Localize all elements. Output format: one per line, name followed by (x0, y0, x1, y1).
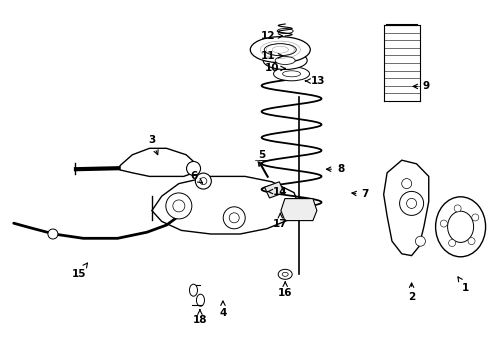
Text: 6: 6 (190, 171, 202, 183)
Circle shape (441, 220, 447, 227)
Polygon shape (384, 160, 429, 256)
Circle shape (187, 162, 200, 175)
Text: 14: 14 (268, 186, 288, 197)
Circle shape (472, 214, 479, 221)
Ellipse shape (278, 269, 292, 279)
Text: 10: 10 (265, 63, 285, 73)
Circle shape (402, 179, 412, 189)
Text: 3: 3 (148, 135, 158, 155)
Text: 15: 15 (72, 263, 88, 279)
Circle shape (48, 229, 58, 239)
Circle shape (229, 213, 239, 223)
Ellipse shape (196, 294, 204, 306)
Text: 12: 12 (261, 31, 283, 41)
Text: 5: 5 (258, 150, 266, 166)
Text: 1: 1 (458, 277, 469, 293)
Polygon shape (120, 148, 196, 176)
Circle shape (223, 207, 245, 229)
Text: 4: 4 (219, 301, 227, 318)
Ellipse shape (263, 51, 307, 69)
Ellipse shape (282, 272, 288, 276)
Circle shape (196, 173, 211, 189)
Circle shape (173, 200, 185, 212)
Circle shape (400, 192, 423, 215)
Text: 9: 9 (413, 81, 430, 91)
Text: 17: 17 (273, 213, 288, 229)
Ellipse shape (447, 211, 474, 242)
Ellipse shape (436, 197, 486, 257)
Circle shape (407, 198, 416, 208)
Text: 16: 16 (278, 282, 293, 298)
Circle shape (454, 205, 461, 212)
Circle shape (200, 177, 207, 185)
Text: 18: 18 (193, 310, 207, 325)
Polygon shape (265, 182, 284, 198)
Ellipse shape (277, 28, 293, 33)
Text: 13: 13 (306, 76, 326, 86)
Ellipse shape (275, 57, 295, 64)
Ellipse shape (273, 67, 310, 81)
Polygon shape (152, 176, 299, 234)
Circle shape (449, 239, 456, 247)
Circle shape (166, 193, 192, 219)
Text: 8: 8 (326, 164, 344, 174)
Ellipse shape (250, 37, 310, 63)
Circle shape (468, 238, 475, 245)
Ellipse shape (283, 71, 300, 77)
Circle shape (416, 236, 425, 246)
Text: 7: 7 (352, 189, 369, 199)
Ellipse shape (190, 284, 197, 296)
Polygon shape (281, 199, 317, 221)
Text: 11: 11 (261, 51, 283, 61)
Text: 2: 2 (408, 283, 415, 302)
Ellipse shape (264, 44, 296, 56)
